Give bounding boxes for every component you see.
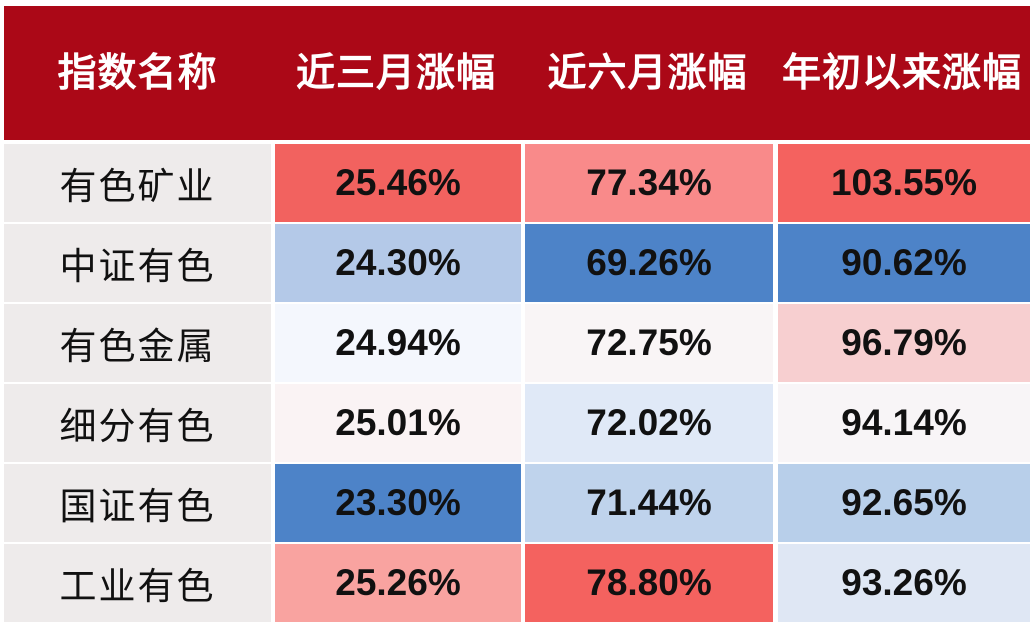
table-cell-value: 78.80% (525, 544, 773, 622)
table-row: 工业有色 25.26% 78.80% 93.26% (4, 544, 1030, 622)
table-cell-value: 93.26% (778, 544, 1030, 622)
table-cell-value: 77.34% (525, 144, 773, 222)
table-cell-value: 23.30% (275, 464, 521, 542)
table-cell-value: 96.79% (778, 304, 1030, 382)
table-cell-value: 71.44% (525, 464, 773, 542)
row-label-index-name: 有色矿业 (4, 144, 271, 222)
row-label-index-name: 工业有色 (4, 544, 271, 622)
row-label-index-name: 有色金属 (4, 304, 271, 382)
table-row: 国证有色 23.30% 71.44% 92.65% (4, 464, 1030, 542)
column-header-ytd-gain: 年初以来涨幅 (781, 51, 1022, 95)
table-body: 有色矿业 25.46% 77.34% 103.55% 中证有色 24.30% 69.26% 9… (4, 144, 1030, 624)
row-label-index-name: 中证有色 (4, 224, 271, 302)
table-cell-value: 72.02% (525, 384, 773, 462)
table-header-row: 指数名称 近三月涨幅 近六月涨幅 年初以来涨幅 (4, 6, 1030, 140)
table-cell-value: 92.65% (778, 464, 1030, 542)
table-cell-value: 25.26% (275, 544, 521, 622)
column-header-3month-gain: 近三月涨幅 (295, 51, 496, 95)
column-header-6month-gain: 近六月涨幅 (547, 51, 748, 95)
column-header-index-name: 指数名称 (57, 51, 218, 95)
table-cell-value: 72.75% (525, 304, 773, 382)
table-cell-value: 69.26% (525, 224, 773, 302)
table-row: 细分有色 25.01% 72.02% 94.14% (4, 384, 1030, 462)
table-cell-value: 103.55% (778, 144, 1030, 222)
table-cell-value: 25.01% (275, 384, 521, 462)
row-label-index-name: 细分有色 (4, 384, 271, 462)
table-cell-value: 25.46% (275, 144, 521, 222)
table-cell-value: 90.62% (778, 224, 1030, 302)
table-row: 有色矿业 25.46% 77.34% 103.55% (4, 144, 1030, 222)
table-cell-value: 24.94% (275, 304, 521, 382)
table-cell-value: 94.14% (778, 384, 1030, 462)
table-row: 中证有色 24.30% 69.26% 90.62% (4, 224, 1030, 302)
table-row: 有色金属 24.94% 72.75% 96.79% (4, 304, 1030, 382)
row-label-index-name: 国证有色 (4, 464, 271, 542)
table-cell-value: 24.30% (275, 224, 521, 302)
